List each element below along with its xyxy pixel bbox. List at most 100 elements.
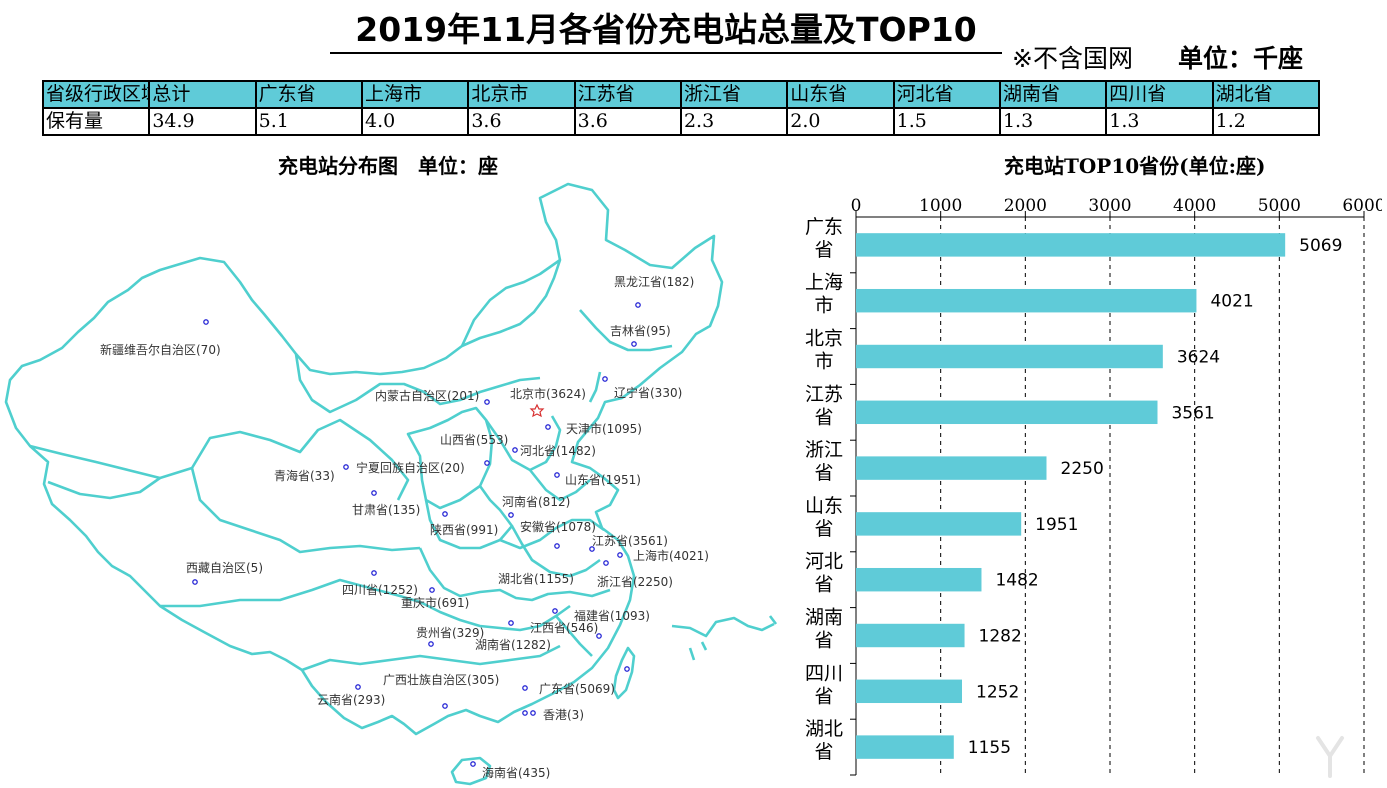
map-marker [484, 399, 490, 405]
y-category-label: 北京 [805, 328, 843, 350]
map-inner-border [190, 467, 421, 554]
x-tick-label: 4000 [1173, 196, 1216, 216]
summary-header-row: 省级行政区域 总计 广东省 上海市 北京市 江苏省 浙江省 山东省 河北省 湖南… [41, 80, 1321, 109]
x-tick-label: 6000 [1342, 196, 1382, 216]
y-category-label: 山东 [805, 495, 843, 517]
map-inner-border [294, 353, 541, 414]
y-category-label: 上海 [805, 272, 843, 294]
map-marker [554, 543, 560, 549]
province-label: 甘肃省(135) [352, 503, 420, 517]
province-label: 广西壮族自治区(305) [383, 673, 499, 687]
map-marker [603, 560, 609, 566]
map-marker [203, 319, 209, 325]
x-tick-label: 5000 [1258, 196, 1301, 216]
map-marker [343, 464, 349, 470]
y-category-label: 省 [814, 239, 833, 261]
table-cell: 5.1 [254, 107, 363, 136]
map-inner-border [510, 525, 601, 578]
y-category-label: 浙江 [805, 439, 843, 461]
header-cell: 湖北省 [1211, 80, 1321, 109]
province-label: 黑龙江省(182) [614, 275, 694, 289]
map-inner-border [528, 469, 591, 502]
map-marker [624, 666, 630, 672]
map-marker [635, 302, 641, 308]
province-label: 江西省(546) [530, 621, 598, 635]
x-tick-label: 0 [851, 196, 862, 216]
y-category-label: 省 [814, 741, 833, 763]
table-cell: 2.3 [679, 107, 789, 136]
province-label: 浙江省(2250) [597, 575, 673, 589]
table-cell: 1.5 [892, 107, 1001, 136]
map-marker [484, 460, 490, 466]
map-marker [589, 546, 595, 552]
province-label: 河北省(1482) [520, 444, 596, 458]
map-marker [545, 424, 551, 430]
map-inner-border [588, 371, 602, 403]
hainan-outline [450, 756, 492, 786]
province-label: 西藏自治区(5) [186, 561, 263, 575]
province-label: 辽宁省(330) [614, 385, 682, 400]
taiwan-outline [612, 646, 636, 700]
bar-value-label: 1155 [968, 738, 1011, 758]
table-cell: 保有量 [41, 107, 151, 136]
x-tick-label: 2000 [1004, 196, 1047, 216]
province-label: 云南省(293) [317, 692, 385, 707]
map-marker [355, 684, 361, 690]
province-label: 宁夏回族自治区(20) [356, 460, 465, 475]
table-cell: 4.0 [360, 107, 470, 136]
province-label: 四川省(1252) [342, 583, 418, 597]
header-cell: 广东省 [254, 80, 363, 109]
bar [856, 735, 954, 759]
y-category-label: 省 [814, 406, 833, 428]
south-sea-islands [671, 615, 778, 661]
map-marker [508, 512, 514, 518]
map-inner-border [301, 644, 561, 672]
map-inner-border [418, 547, 611, 602]
y-category-label: 湖南 [805, 607, 843, 629]
map-marker [428, 641, 434, 647]
province-label: 广东省(5069) [539, 682, 615, 696]
bar [856, 567, 982, 592]
unit-label: 单位：千座 [1178, 44, 1304, 73]
bar [856, 456, 1047, 480]
map-marker [192, 579, 198, 585]
map-inner-border [424, 485, 514, 550]
province-label: 贵州省(329) [416, 626, 484, 640]
bar-value-label: 1482 [995, 571, 1038, 591]
y-category-label: 省 [814, 518, 833, 540]
map-marker [522, 685, 528, 691]
province-label: 天津市(1095) [566, 421, 642, 436]
map-marker [371, 490, 377, 496]
bar-value-label: 4021 [1210, 292, 1253, 312]
map-marker [429, 587, 435, 593]
province-label: 内蒙古自治区(201) [375, 388, 479, 403]
summary-data-row: 保有量 34.9 5.1 4.0 3.6 3.6 2.3 2.0 1.5 1.3… [41, 107, 1321, 136]
province-label: 海南省(435) [482, 765, 550, 780]
header-cell: 山东省 [786, 80, 895, 109]
table-cell: 1.2 [1211, 107, 1321, 136]
table-cell: 34.9 [148, 107, 257, 136]
y-category-label: 四川 [805, 662, 843, 684]
y-category-label: 江苏 [805, 383, 843, 405]
province-label: 上海市(4021) [633, 548, 709, 563]
x-tick-label: 1000 [919, 196, 962, 216]
summary-table: 省级行政区域 总计 广东省 上海市 北京市 江苏省 浙江省 山东省 河北省 湖南… [41, 80, 1321, 136]
y-category-label: 湖北 [805, 718, 843, 740]
map-inner-border [484, 415, 562, 472]
bar-value-label: 2250 [1061, 459, 1104, 479]
map-marker [602, 376, 608, 382]
y-category-label: 省 [814, 630, 833, 652]
y-category-label: 广东 [805, 216, 843, 238]
map-marker [508, 620, 514, 626]
province-label: 福建省(1093) [574, 608, 650, 623]
bar-value-label: 1282 [979, 627, 1022, 647]
header-cell: 省级行政区域 [41, 80, 151, 109]
header-cell: 江苏省 [573, 80, 682, 109]
map-inner-border [460, 258, 561, 347]
map-inner-border [47, 476, 161, 500]
exclusion-note: ※不含国网 [1012, 44, 1133, 73]
y-category-label: 河北 [805, 551, 843, 573]
province-label: 香港(3) [543, 708, 584, 722]
map-marker [554, 472, 560, 478]
table-cell: 1.3 [998, 107, 1108, 136]
